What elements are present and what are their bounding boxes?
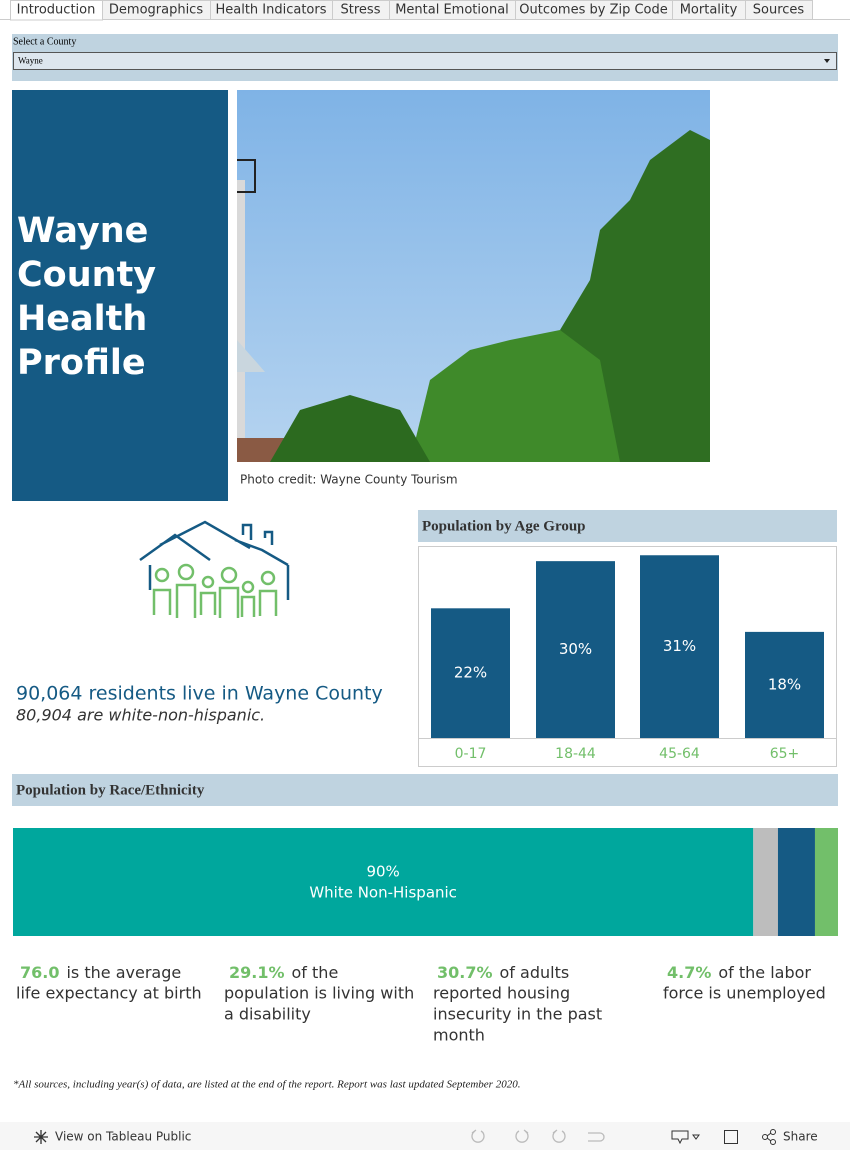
race-segment [777,828,815,936]
bar [536,561,615,738]
tab-label[interactable]: Mental Emotional [395,3,509,18]
photo [237,90,710,462]
photo-credit: Photo credit: Wayne County Tourism [240,473,458,487]
x-tick-label: 0-17 [455,746,487,762]
bar-label: 30% [559,640,592,658]
tab-label[interactable]: Sources [753,3,805,18]
race-segment [753,828,778,936]
stat-text: insecurity in the past [433,1005,602,1024]
view-icon[interactable] [34,1130,48,1144]
tab-label[interactable]: Health Indicators [215,3,326,18]
stat: 76.0 is the average [20,963,181,982]
x-tick-label: 18-44 [555,746,596,762]
house-icon [139,520,290,618]
footnote: *All sources, including year(s) of data,… [13,1079,520,1091]
tab-label[interactable]: Demographics [109,3,203,18]
residents-subline: 80,904 are white-non-hispanic. [16,706,265,725]
title-line: Wayne [17,211,148,251]
stat-text: of the labor [718,963,811,982]
title-line: County [17,255,156,295]
bar [431,608,510,738]
share-icon[interactable] [762,1129,776,1145]
stat-value: 30.7% [437,963,493,982]
tab[interactable] [745,0,813,20]
title-line: Health [17,299,147,339]
tab-label[interactable]: Introduction [17,3,96,18]
stat: 29.1% of the [229,963,338,982]
share[interactable]: Share [783,1130,818,1144]
bar-label: 31% [663,637,696,655]
title-line: Profile [17,343,146,383]
stat-text: month [433,1026,485,1045]
age-chart-frame [418,546,837,767]
bar [745,631,824,738]
download-button[interactable] [671,1130,700,1145]
segment-value: 90% [366,863,399,881]
toolbar [0,1122,850,1150]
fullscreen-button[interactable] [724,1130,738,1144]
bar [640,555,719,738]
segment-name: White Non-Hispanic [309,884,457,902]
stat: 4.7% of the labor [667,963,811,982]
race-segment [814,828,838,936]
race-chart-title: Population by Race/Ethnicity [16,782,205,798]
stat-text: force is unemployed [663,984,826,1003]
tab-label[interactable]: Outcomes by Zip Code [519,3,668,18]
residents-headline: 90,064 residents live in Wayne County [16,683,383,705]
selector-label: Select a County [13,36,76,47]
age-chart-title: Population by Age Group [422,518,586,534]
stat-text: life expectancy at birth [16,984,202,1003]
age-chart-header [418,510,837,542]
stat-value: 4.7% [667,963,711,982]
stat-value: 29.1% [229,963,285,982]
stat-text: is the average [66,963,181,982]
stat-text: a disability [224,1005,311,1024]
x-tick-label: 45-64 [659,746,700,762]
county-dropdown[interactable] [13,52,837,70]
tab-bar: Introduction Demographics Health Indicator… [10,0,813,21]
history-buttons[interactable] [471,1129,605,1143]
title-panel [12,90,228,501]
stat-text: population is living with [224,984,414,1003]
age-chart: 22% 0-17 30% 18-44 31% 45-64 18% 65+ [431,555,824,762]
stat: 30.7% of adults [437,963,569,982]
tab-label[interactable]: Mortality [680,3,738,18]
stat-text: reported housing [433,984,570,1003]
stat-text: of adults [500,963,570,982]
tab-label[interactable]: Stress [341,3,381,18]
view-on-tableau[interactable]: View on Tableau Public [55,1130,191,1144]
race-chart-header [12,774,838,806]
race-segment [13,828,754,936]
bar-label: 18% [768,675,801,693]
stat-text: of the [292,963,339,982]
stat-value: 76.0 [20,963,59,982]
dropdown-arrow[interactable] [824,59,830,63]
bar-label: 22% [454,664,487,682]
stats: 76.0 is the average life expectancy at bir… [16,963,826,1045]
dropdown-value[interactable]: Wayne [18,56,43,66]
x-tick-label: 65+ [770,746,800,762]
race-chart: 90% White Non-Hispanic [13,828,838,936]
